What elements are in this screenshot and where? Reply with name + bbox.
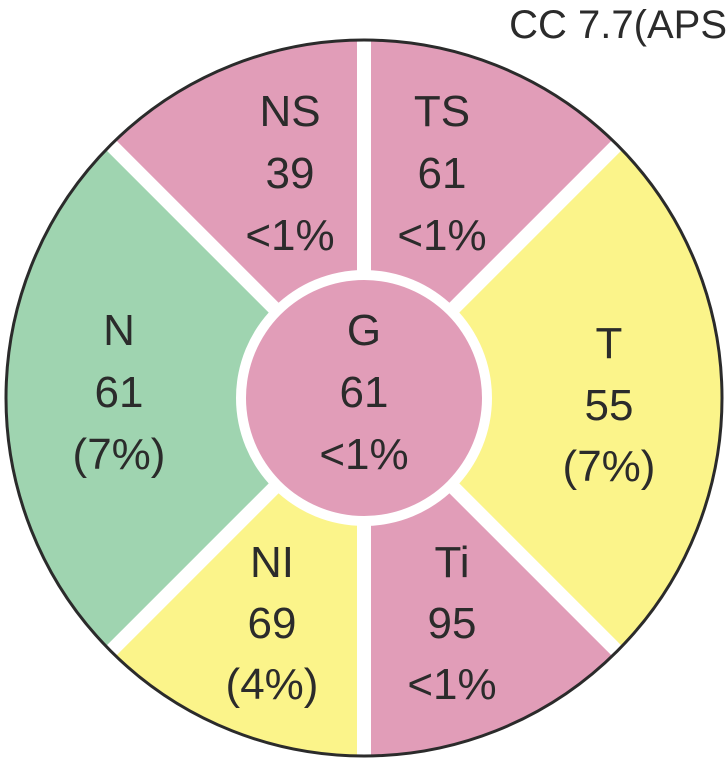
label-group-t: T 55 (7%) — [563, 319, 656, 491]
sector-t-pct: (7%) — [563, 442, 656, 491]
header-label: CC 7.7(APS — [509, 3, 727, 47]
sector-ns-pct: <1% — [245, 211, 334, 260]
sector-ni-pct: (4%) — [226, 660, 319, 709]
sector-t-value: 55 — [585, 381, 634, 430]
center-sector-g — [246, 280, 482, 516]
sector-n — [6, 129, 364, 667]
sector-ti-name: Ti — [434, 538, 469, 587]
label-group-ts: TS 61 <1% — [397, 87, 486, 260]
center-g-pct: <1% — [319, 430, 408, 479]
label-group-n: N 61 (7%) — [73, 306, 166, 479]
sector-ts-pct: <1% — [397, 211, 486, 260]
label-group-ns: NS 39 <1% — [245, 87, 334, 260]
sector-n-pct: (7%) — [73, 430, 166, 479]
sector-ns-name: NS — [259, 87, 320, 136]
label-group-ti: Ti 95 <1% — [407, 538, 496, 709]
sector-ts-value: 61 — [418, 149, 467, 198]
sector-t — [364, 129, 722, 667]
center-g-name: G — [347, 306, 381, 355]
sector-n-value: 61 — [95, 368, 144, 417]
center-g-value: 61 — [340, 368, 389, 417]
outer-outline — [4, 38, 724, 758]
label-group-ni: NI 69 (4%) — [226, 538, 319, 709]
sector-ti-pct: <1% — [407, 660, 496, 709]
sector-ti-value: 95 — [428, 599, 477, 648]
label-group-g: G 61 <1% — [319, 306, 408, 479]
sector-t-name: T — [596, 319, 623, 368]
sector-ni-name: NI — [250, 538, 294, 587]
sector-ni-value: 69 — [248, 599, 297, 648]
sector-ns-value: 39 — [266, 149, 315, 198]
sector-n-name: N — [103, 306, 135, 355]
sector-ts-name: TS — [414, 87, 470, 136]
